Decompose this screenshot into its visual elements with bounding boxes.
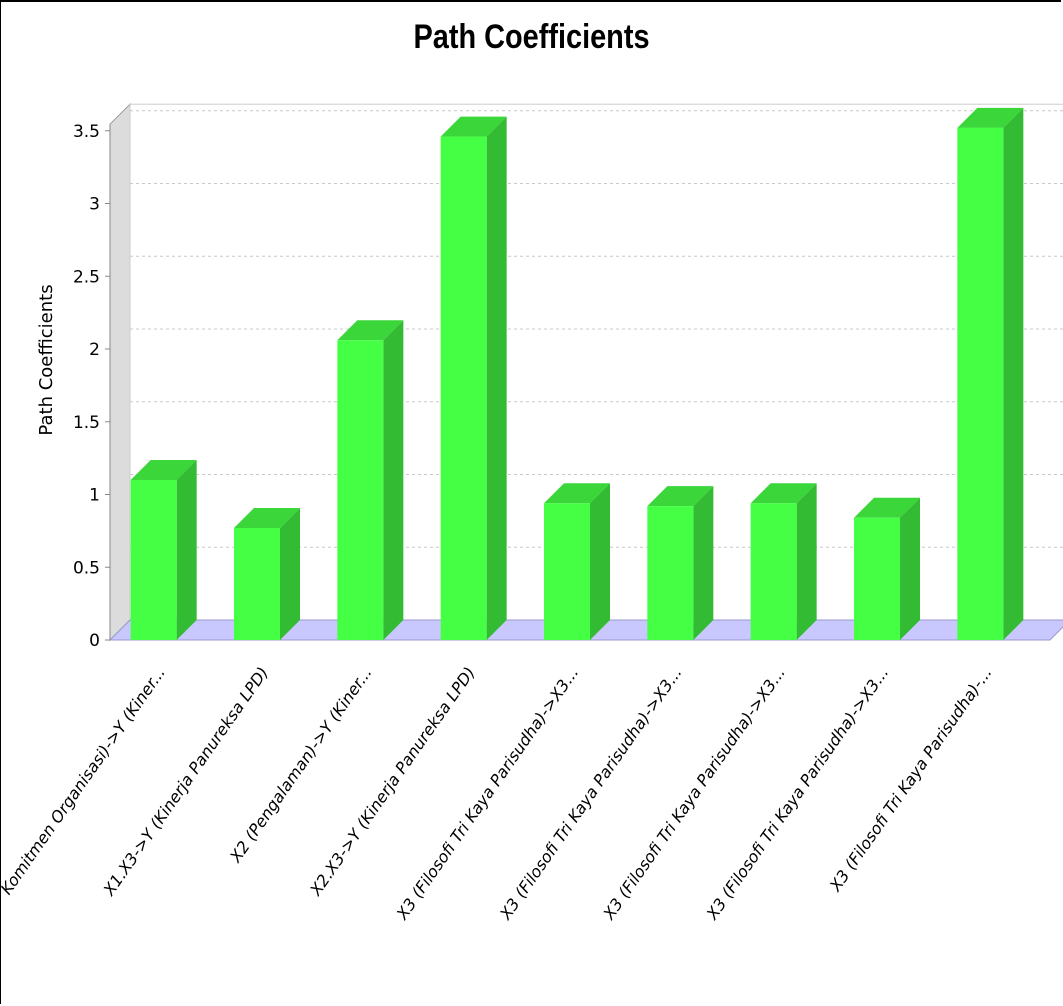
bar	[854, 517, 900, 640]
bar-side	[900, 497, 920, 640]
bar-top	[750, 483, 817, 504]
y-tick-label: 0.5	[73, 558, 100, 578]
bar-side	[1003, 107, 1024, 641]
bar-top	[337, 320, 404, 341]
bar-side	[280, 507, 300, 640]
bar-top	[130, 459, 197, 480]
bar-top	[957, 107, 1024, 128]
y-tick-label: 1.5	[73, 413, 100, 433]
bar-side	[176, 459, 197, 640]
bar-side	[693, 486, 714, 640]
bar	[234, 527, 280, 640]
bar-top	[854, 497, 920, 518]
bar-top	[544, 483, 610, 504]
x-tick-label: X3 (Filosofi Tri Kaya Parisudha)->X3...	[702, 663, 892, 923]
chart-side-wall	[109, 102, 131, 642]
y-tick-label: 1	[89, 486, 100, 506]
y-tick-label: 3.5	[73, 122, 100, 142]
y-tick-label: 3	[89, 195, 100, 215]
bar-side	[486, 116, 507, 640]
chart-title: Path Coefficients	[413, 18, 650, 56]
bar-side	[590, 483, 610, 640]
bar-side	[383, 320, 404, 640]
bar-top	[440, 116, 507, 137]
x-tick-label: X3 (Filosofi Tri Kaya Parisudha)-...	[825, 663, 995, 895]
x-tick-label: X3 (Filosofi Tri Kaya Parisudha)->X3...	[599, 663, 789, 923]
bar	[130, 479, 177, 640]
bar	[957, 127, 1004, 641]
bar-top	[647, 486, 714, 507]
bar	[440, 136, 487, 640]
bar-top	[234, 507, 300, 528]
x-tick-label: X3 (Filosofi Tri Kaya Parisudha)->X3...	[392, 663, 582, 923]
y-tick-label: 0	[89, 631, 100, 651]
bar	[750, 503, 797, 640]
x-tick-label: X3 (Filosofi Tri Kaya Parisudha)->X3...	[495, 663, 685, 923]
bar-side	[796, 483, 817, 640]
x-tick-label: X1.X3->Y (Kinerja Panureksa LPD)	[99, 663, 272, 899]
bar	[647, 506, 694, 640]
y-tick-label: 2.5	[73, 267, 100, 287]
bar	[544, 503, 590, 640]
x-tick-label: X2.X3->Y (Kinerja Panureksa LPD)	[305, 663, 478, 899]
bar	[337, 340, 384, 640]
x-tick-label: Komitmen Organisasi)->Y (Kiner...	[0, 663, 169, 898]
y-axis-title: Path Coefficients	[36, 284, 57, 435]
y-tick-label: 2	[89, 340, 100, 360]
